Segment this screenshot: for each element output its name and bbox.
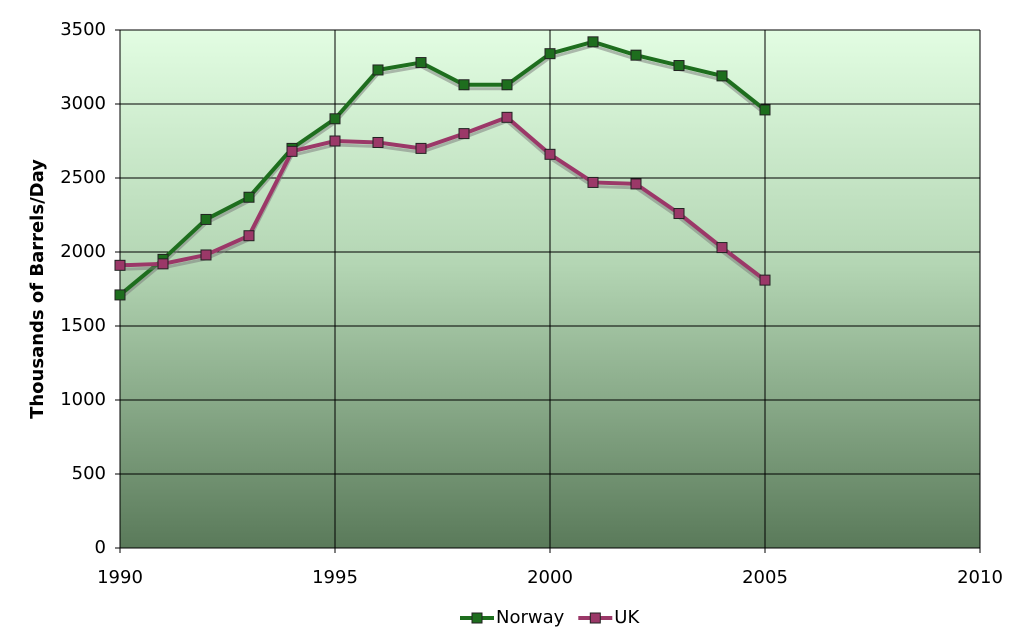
- marker: [673, 60, 685, 72]
- x-tick-label: 2000: [527, 567, 573, 588]
- x-tick-label: 2010: [957, 567, 1003, 588]
- y-tick-label: 3500: [60, 19, 106, 40]
- marker: [501, 111, 513, 123]
- y-tick-label: 1000: [60, 389, 106, 410]
- marker: [415, 142, 427, 154]
- marker: [501, 79, 513, 91]
- y-tick-label: 500: [72, 463, 106, 484]
- marker: [716, 242, 728, 254]
- marker: [243, 191, 255, 203]
- series-line: [119, 115, 767, 282]
- marker: [759, 104, 771, 116]
- legend-marker: [589, 612, 601, 624]
- marker: [114, 289, 126, 301]
- marker: [544, 48, 556, 60]
- x-tick-label: 1990: [97, 567, 143, 588]
- marker: [200, 249, 212, 261]
- marker: [759, 274, 771, 286]
- y-tick-label: 2000: [60, 241, 106, 262]
- y-tick-label: 2500: [60, 167, 106, 188]
- line-shadow: [119, 119, 766, 286]
- marker: [587, 36, 599, 48]
- marker: [243, 230, 255, 242]
- marker: [630, 49, 642, 61]
- marker: [458, 128, 470, 140]
- marker: [673, 208, 685, 220]
- marker: [329, 113, 341, 125]
- marker: [286, 145, 298, 157]
- x-tick-label: 1995: [312, 567, 358, 588]
- marker: [200, 213, 212, 225]
- marker: [716, 70, 728, 82]
- marker: [114, 259, 126, 271]
- y-tick-label: 0: [95, 537, 106, 558]
- marker: [329, 135, 341, 147]
- series-line: [118, 39, 767, 297]
- marker: [157, 258, 169, 270]
- marker: [587, 176, 599, 188]
- legend-label: UK: [614, 607, 640, 628]
- y-tick-label: 3000: [60, 93, 106, 114]
- marker: [630, 178, 642, 190]
- line-shadow: [119, 44, 766, 301]
- y-axis-label: Thousands of Barrels/Day: [27, 159, 48, 419]
- marker: [415, 57, 427, 69]
- marker: [372, 136, 384, 148]
- legend-marker: [471, 612, 483, 624]
- marker: [372, 64, 384, 76]
- x-tick-label: 2005: [742, 567, 788, 588]
- marker: [544, 148, 556, 160]
- y-tick-label: 1500: [60, 315, 106, 336]
- legend-label: Norway: [496, 607, 565, 628]
- marker: [458, 79, 470, 91]
